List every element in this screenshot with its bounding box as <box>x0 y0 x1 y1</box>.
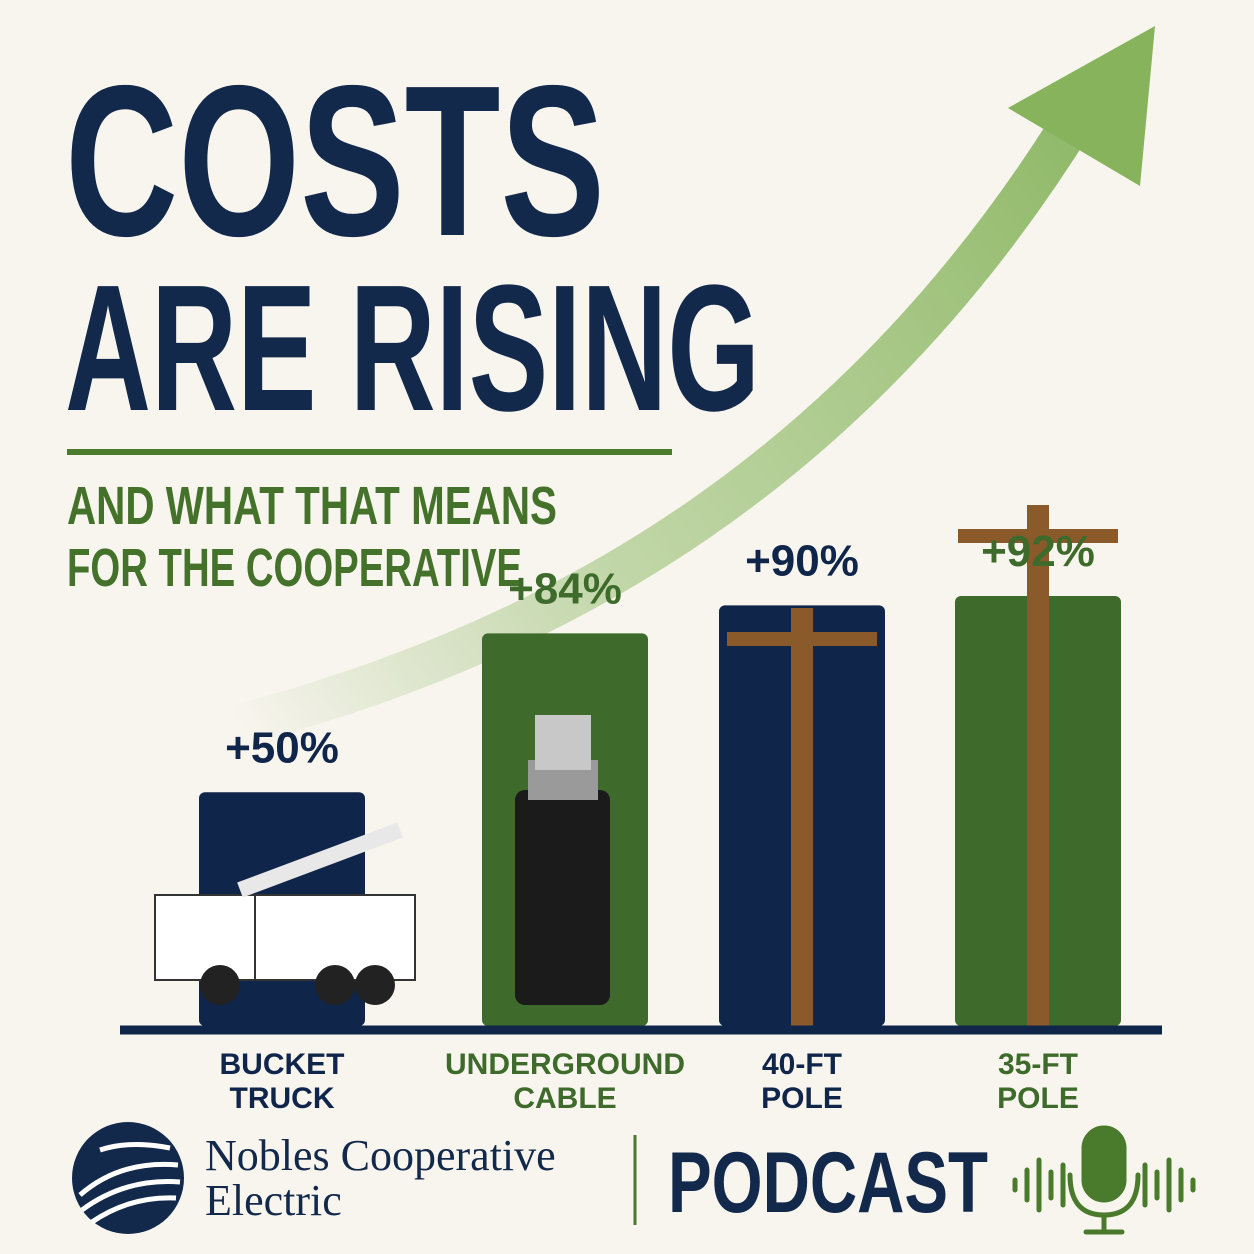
cable-core <box>535 715 591 770</box>
title-line: ARE RISING <box>65 248 760 449</box>
value-label: +90% <box>745 536 859 585</box>
crossarm <box>958 529 1118 543</box>
title-line: COSTS <box>65 40 605 281</box>
truck-wheel <box>355 965 395 1005</box>
category-label: UNDERGROUND CABLE <box>445 1048 685 1115</box>
crossarm <box>727 632 877 646</box>
cable <box>515 790 610 1005</box>
truck-cab <box>154 894 256 981</box>
microphone-icon <box>1012 1125 1196 1235</box>
value-label: +50% <box>225 723 339 772</box>
pole <box>1027 505 1049 1026</box>
logo-circle <box>72 1122 184 1234</box>
labels: +50% BUCKET TRUCK +84% UNDERGROUND CABLE +90% 4… <box>220 527 1095 1115</box>
trend-arrow <box>234 99 1098 746</box>
value-label: +92% <box>981 527 1095 576</box>
organization-name: Electric <box>205 1176 342 1225</box>
category-label: BUCKET TRUCK <box>220 1048 345 1115</box>
podcast-label: PODCAST <box>668 1135 988 1231</box>
category-label: 40-FT POLE <box>761 1048 843 1115</box>
subtitle-line: FOR THE COOPERATIVE <box>67 538 522 598</box>
pole <box>791 608 813 1026</box>
truck-wheel <box>315 965 355 1005</box>
organization-name: Nobles Cooperative <box>205 1131 556 1180</box>
category-label: 35-FT POLE <box>997 1048 1079 1115</box>
logo <box>72 1122 184 1234</box>
decorations <box>154 505 1118 1026</box>
value-label: +84% <box>508 564 622 613</box>
truck-boom <box>237 822 403 898</box>
logo-lines <box>78 1141 181 1225</box>
truck-wheel <box>200 965 240 1005</box>
subtitle-line: AND WHAT THAT MEANS <box>67 476 557 536</box>
trend-arrow-head <box>1008 26 1155 186</box>
